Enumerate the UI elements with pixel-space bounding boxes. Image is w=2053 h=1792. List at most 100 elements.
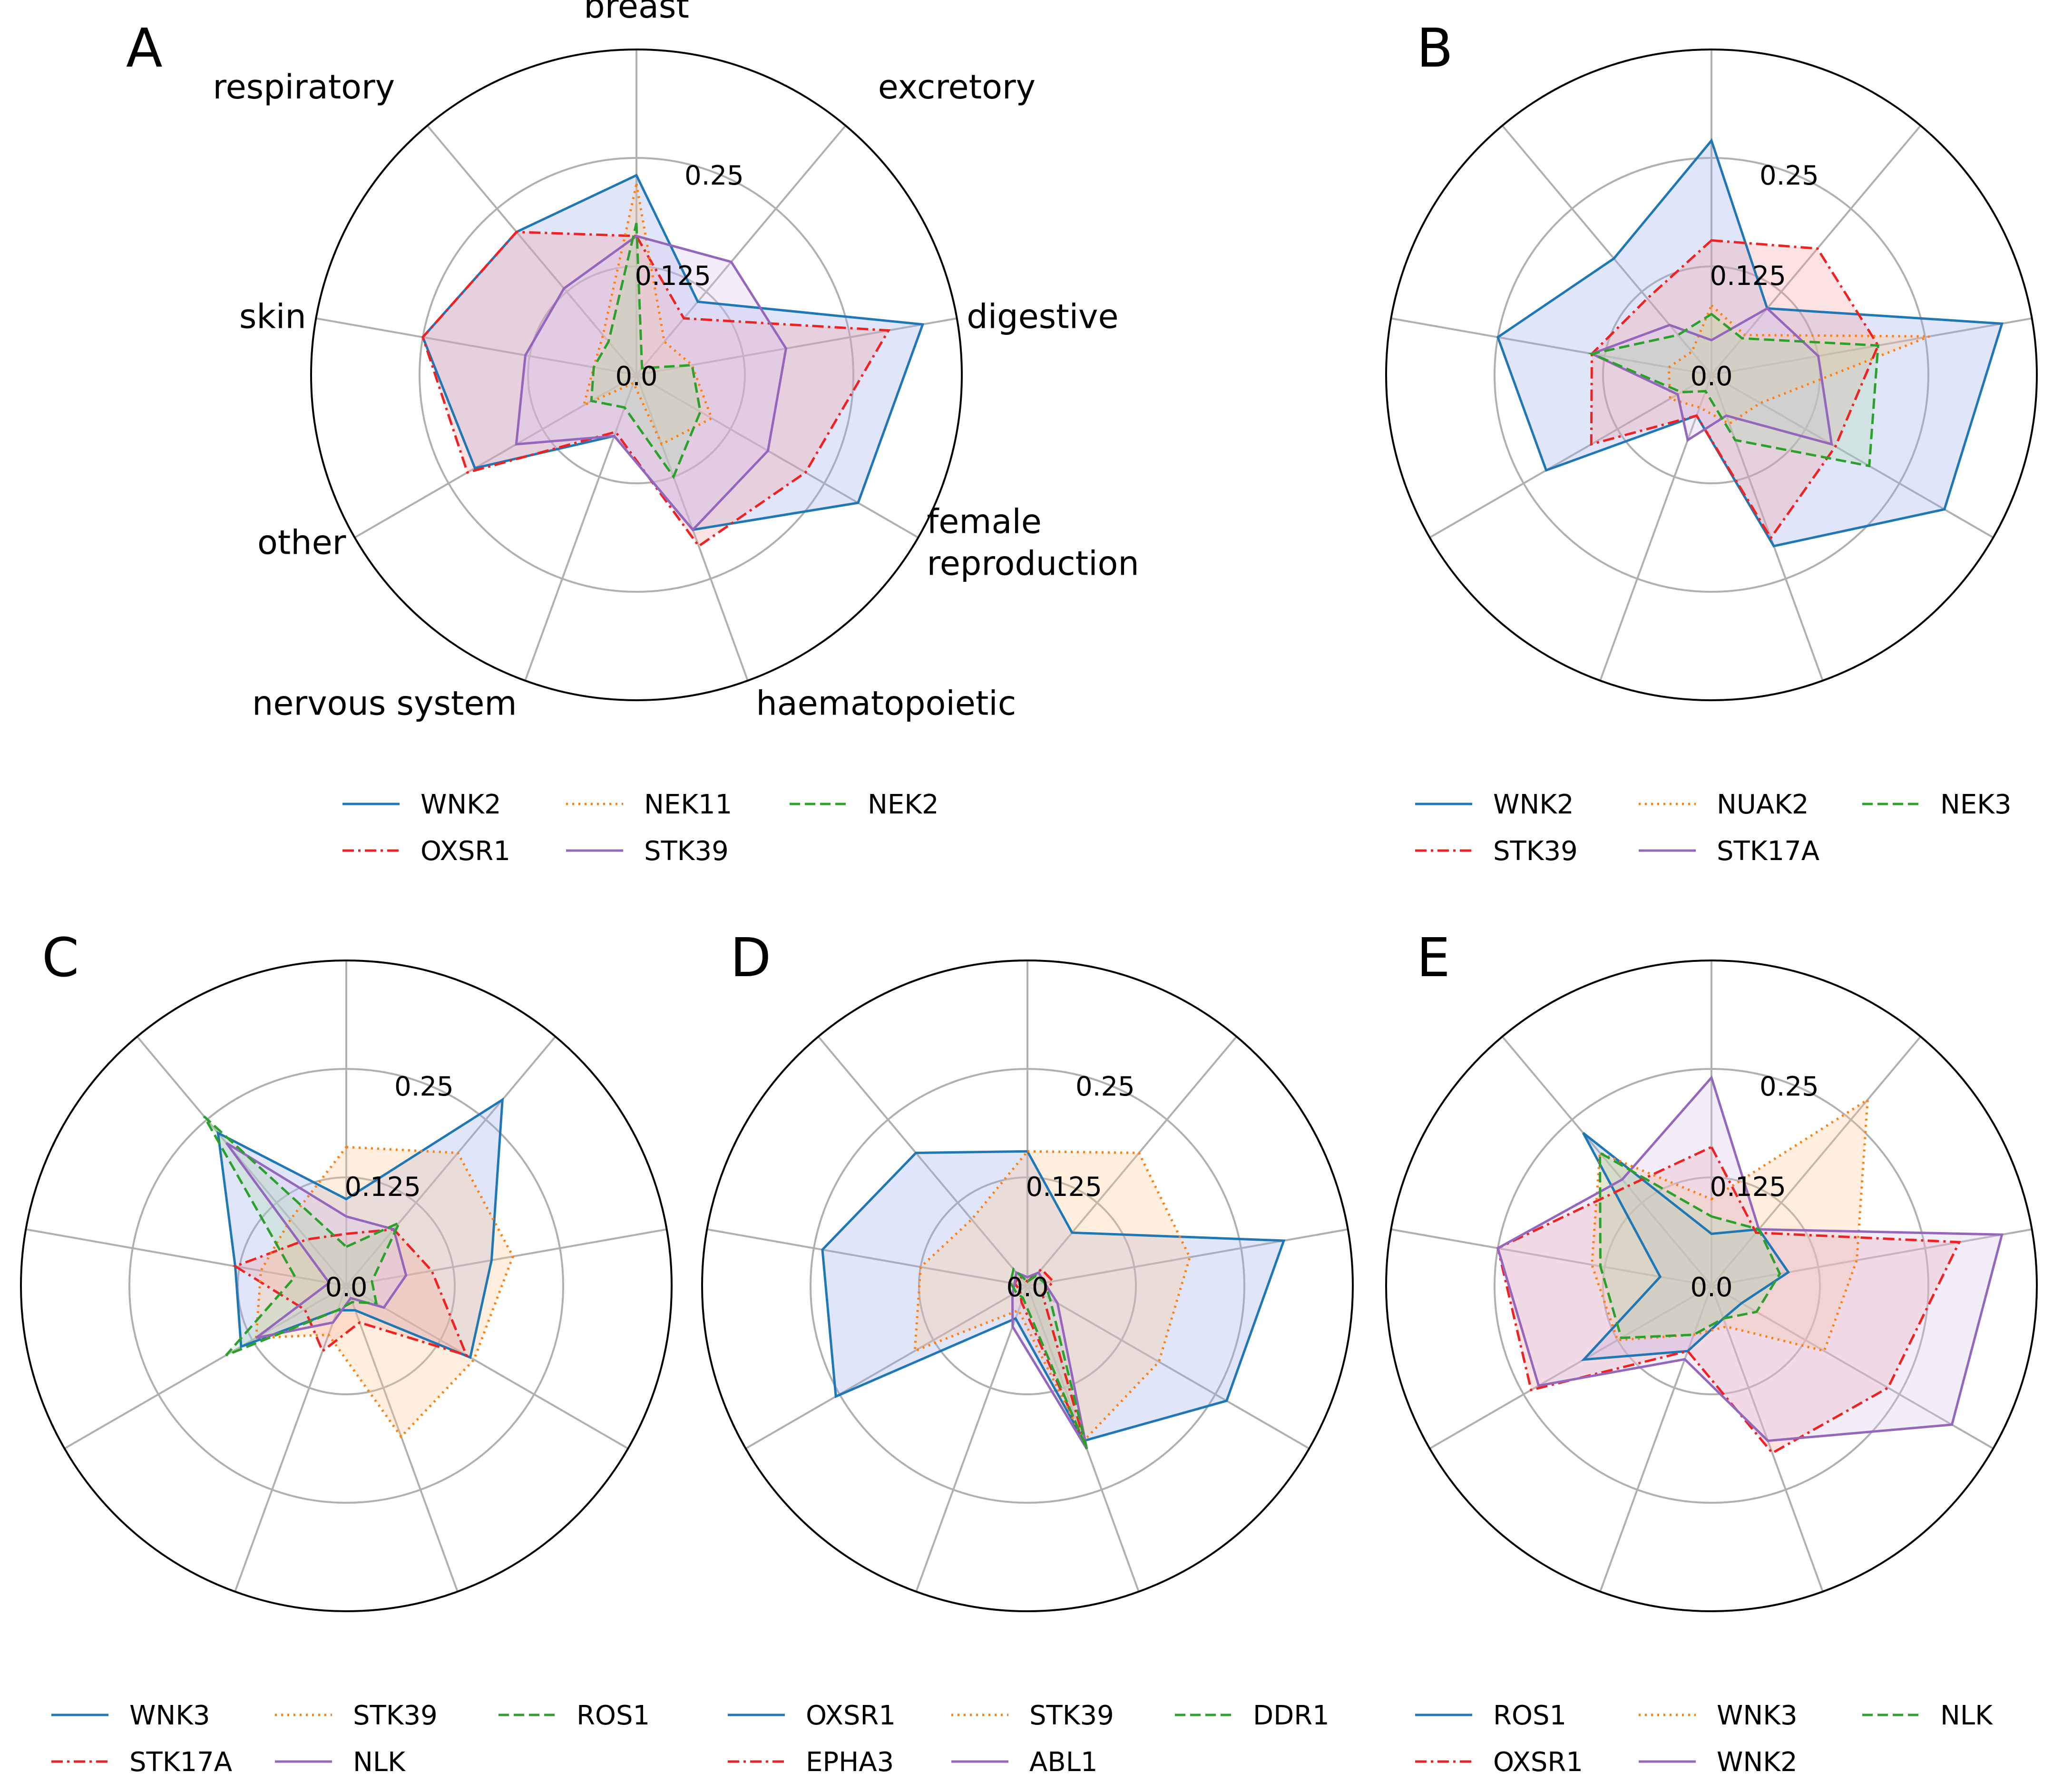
r-tick-label: 0.25 bbox=[684, 160, 744, 191]
spoke-skin bbox=[707, 1228, 1028, 1287]
series-fill-stk39 bbox=[516, 236, 786, 530]
spoke-respiratory bbox=[1501, 125, 1712, 376]
outer-circle bbox=[701, 960, 1354, 1612]
legend-label: NLK bbox=[353, 1747, 406, 1778]
panel-letter: B bbox=[1417, 18, 1453, 79]
series-fill-oxsr1 bbox=[1497, 1147, 1959, 1453]
r-tick-label: 0.125 bbox=[345, 1172, 421, 1203]
legend-label: NEK3 bbox=[1940, 789, 2012, 820]
spoke-female-reproduction bbox=[1026, 1285, 1310, 1449]
legend-label: STK39 bbox=[1029, 1700, 1114, 1731]
spoke-haematopoietic bbox=[345, 1285, 459, 1592]
legend-label: OXSR1 bbox=[1493, 1747, 1583, 1778]
spoke-respiratory bbox=[817, 1036, 1028, 1287]
panel-letter: A bbox=[126, 18, 163, 79]
series-fill-stk39 bbox=[1591, 240, 1878, 538]
spoke-excretory bbox=[1026, 1036, 1238, 1287]
outer-circle bbox=[1385, 960, 2038, 1612]
series-fill-stk17a bbox=[235, 1229, 467, 1355]
series-fill-nek11 bbox=[584, 184, 712, 444]
legend-label: STK17A bbox=[129, 1747, 232, 1778]
series-fill-wnk3 bbox=[218, 1099, 503, 1358]
series-line-ddr1 bbox=[1009, 1267, 1088, 1449]
spoke-digestive bbox=[1027, 1228, 1348, 1287]
series-fill-nuak2 bbox=[1669, 305, 1930, 424]
category-label: haematopoietic bbox=[756, 684, 1016, 723]
r-tick-label: 0.0 bbox=[1690, 1272, 1732, 1303]
category-label: skin bbox=[239, 297, 306, 336]
legend-label: WNK2 bbox=[420, 789, 501, 820]
r-tick-label: 0.125 bbox=[1026, 1172, 1102, 1203]
radar-panel-b: 0.0 0.125 0.25 B WNK2 STK39 NUAK2 STK17A NEK3 bbox=[1385, 18, 2038, 867]
series-line-stk39 bbox=[1590, 239, 1880, 540]
legend-label: STK39 bbox=[644, 836, 729, 867]
panel-letter: C bbox=[42, 927, 79, 989]
r-tick-label: 0.25 bbox=[1760, 1071, 1819, 1102]
series-line-stk39 bbox=[254, 1146, 515, 1439]
panel-letter: D bbox=[730, 927, 771, 989]
series-fill-wnk3 bbox=[1592, 1099, 1868, 1351]
series-line-abl1 bbox=[1011, 1271, 1088, 1450]
series-line-stk39 bbox=[515, 235, 788, 532]
category-label: breast bbox=[584, 0, 689, 26]
spoke-nervous-system bbox=[1599, 1285, 1712, 1592]
spoke-other bbox=[354, 374, 637, 539]
legend-label: ROS1 bbox=[577, 1700, 650, 1731]
r-tick-label: 0.125 bbox=[1710, 261, 1786, 292]
category-label: digestive bbox=[967, 297, 1118, 336]
spoke-respiratory bbox=[426, 125, 637, 376]
spoke-nervous-system bbox=[234, 1285, 347, 1592]
legend-label: ROS1 bbox=[1493, 1700, 1566, 1731]
legend-label: EPHA3 bbox=[806, 1747, 894, 1778]
outer-circle bbox=[310, 49, 963, 701]
spoke-digestive bbox=[636, 317, 957, 376]
outer-circle bbox=[1385, 49, 2038, 701]
series-line-oxsr1 bbox=[821, 1150, 1286, 1442]
spoke-respiratory bbox=[1501, 1036, 1712, 1287]
legend: WNK2 OXSR1 NEK11 STK39 NEK2 bbox=[342, 789, 939, 867]
series-fill-oxsr1 bbox=[422, 232, 889, 546]
radar-panel-c: 0.0 0.125 0.25 C WNK3 STK17A STK39 NLK ROS1 bbox=[20, 927, 673, 1778]
legend-label: STK39 bbox=[1493, 836, 1578, 867]
outer-circle bbox=[20, 960, 673, 1612]
series-line-ros1 bbox=[203, 1115, 402, 1357]
spoke-female-reproduction bbox=[635, 374, 919, 539]
series-line-stk17a bbox=[1589, 307, 1833, 446]
spoke-digestive bbox=[1711, 317, 2032, 376]
category-label: other bbox=[257, 523, 346, 562]
category-label: female bbox=[927, 502, 1042, 541]
legend-label: NEK11 bbox=[644, 789, 732, 820]
spoke-female-reproduction bbox=[345, 1285, 629, 1449]
legend-label: STK39 bbox=[353, 1700, 438, 1731]
legend-label: WNK3 bbox=[129, 1700, 210, 1731]
series-fill-nek2 bbox=[591, 223, 701, 477]
radar-panel-d: 0.0 0.125 0.25 D OXSR1 EPHA3 STK39 ABL1 DDR1 bbox=[701, 927, 1354, 1778]
series-line-wnk3 bbox=[216, 1097, 504, 1359]
spoke-nervous-system bbox=[524, 374, 637, 681]
spoke-female-reproduction bbox=[1711, 374, 1994, 539]
series-line-ros1 bbox=[1581, 1132, 1790, 1361]
r-tick-label: 0.0 bbox=[615, 361, 657, 392]
series-fill-stk39 bbox=[256, 1147, 513, 1437]
spoke-excretory bbox=[1711, 125, 1922, 376]
legend-label: NLK bbox=[1940, 1700, 1993, 1731]
legend-label: OXSR1 bbox=[806, 1700, 896, 1731]
legend-label: STK17A bbox=[1717, 836, 1819, 867]
category-label: reproduction bbox=[927, 544, 1139, 583]
series-fill-ros1 bbox=[1583, 1133, 1789, 1360]
legend-label: NUAK2 bbox=[1717, 789, 1809, 820]
spoke-female-reproduction bbox=[1711, 1285, 1994, 1449]
legend: WNK2 STK39 NUAK2 STK17A NEK3 bbox=[1415, 789, 2012, 867]
r-tick-label: 0.125 bbox=[635, 261, 711, 292]
legend: ROS1 OXSR1 WNK3 WNK2 NLK bbox=[1415, 1700, 1993, 1778]
spoke-skin bbox=[1391, 317, 1712, 376]
legend: WNK3 STK17A STK39 NLK ROS1 bbox=[51, 1700, 650, 1778]
legend-label: WNK2 bbox=[1717, 1747, 1798, 1778]
spoke-digestive bbox=[1711, 1228, 2032, 1287]
spoke-other bbox=[64, 1285, 347, 1449]
series-line-nlk bbox=[225, 1142, 408, 1339]
spoke-excretory bbox=[635, 125, 847, 376]
legend: OXSR1 EPHA3 STK39 ABL1 DDR1 bbox=[728, 1700, 1330, 1778]
spoke-haematopoietic bbox=[1711, 374, 1824, 681]
r-tick-label: 0.25 bbox=[1075, 1071, 1135, 1102]
